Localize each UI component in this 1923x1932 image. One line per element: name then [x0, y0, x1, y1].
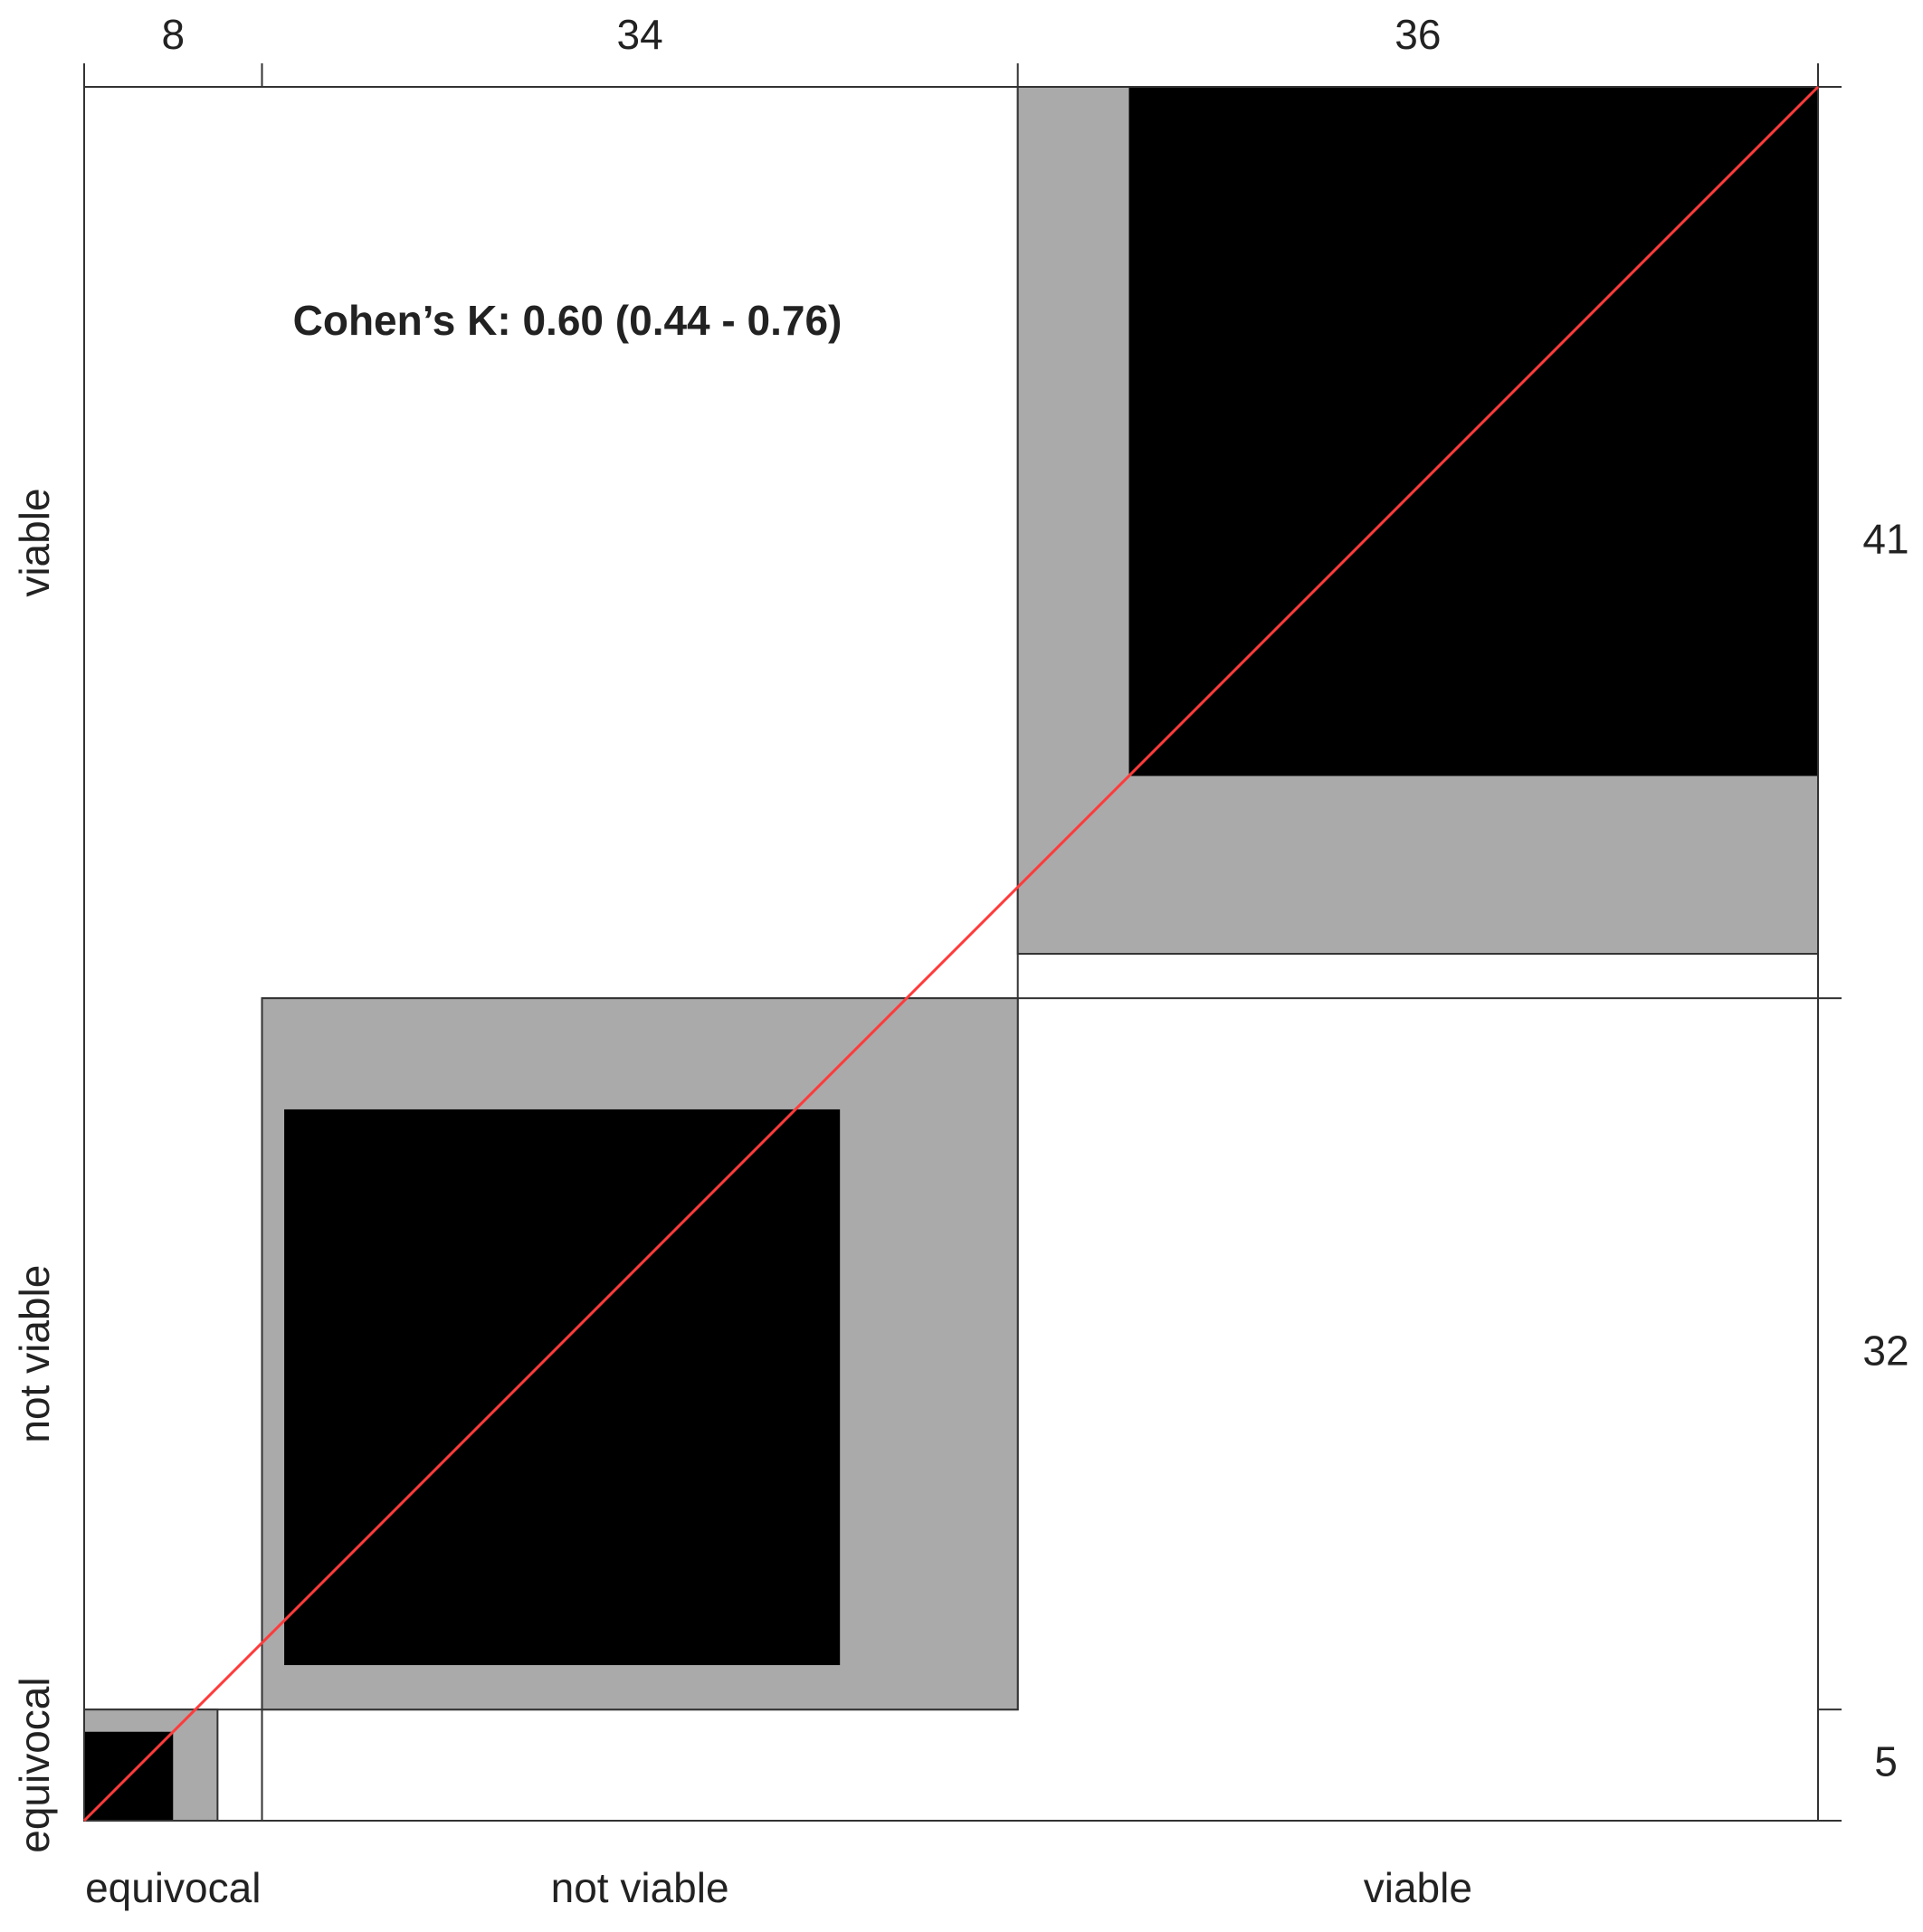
x-category-label: viable — [1364, 1864, 1472, 1911]
column-total: 34 — [617, 11, 663, 58]
column-total: 8 — [161, 11, 185, 58]
x-category-label: equivocal — [85, 1864, 261, 1911]
exact-agreement — [284, 1109, 841, 1666]
row-total: 5 — [1874, 1738, 1898, 1785]
kappa-annotation: Cohen’s K: 0.60 (0.44 - 0.76) — [293, 297, 843, 344]
y-category-label: viable — [11, 488, 58, 596]
y-category-label: not viable — [11, 1265, 58, 1443]
row-total: 41 — [1862, 516, 1909, 563]
diagonal — [82, 85, 1820, 1823]
row-total: 32 — [1862, 1327, 1909, 1374]
column-total: 36 — [1395, 11, 1441, 58]
y-category-label: equivocal — [11, 1677, 58, 1852]
x-category-label: not viable — [551, 1864, 729, 1911]
